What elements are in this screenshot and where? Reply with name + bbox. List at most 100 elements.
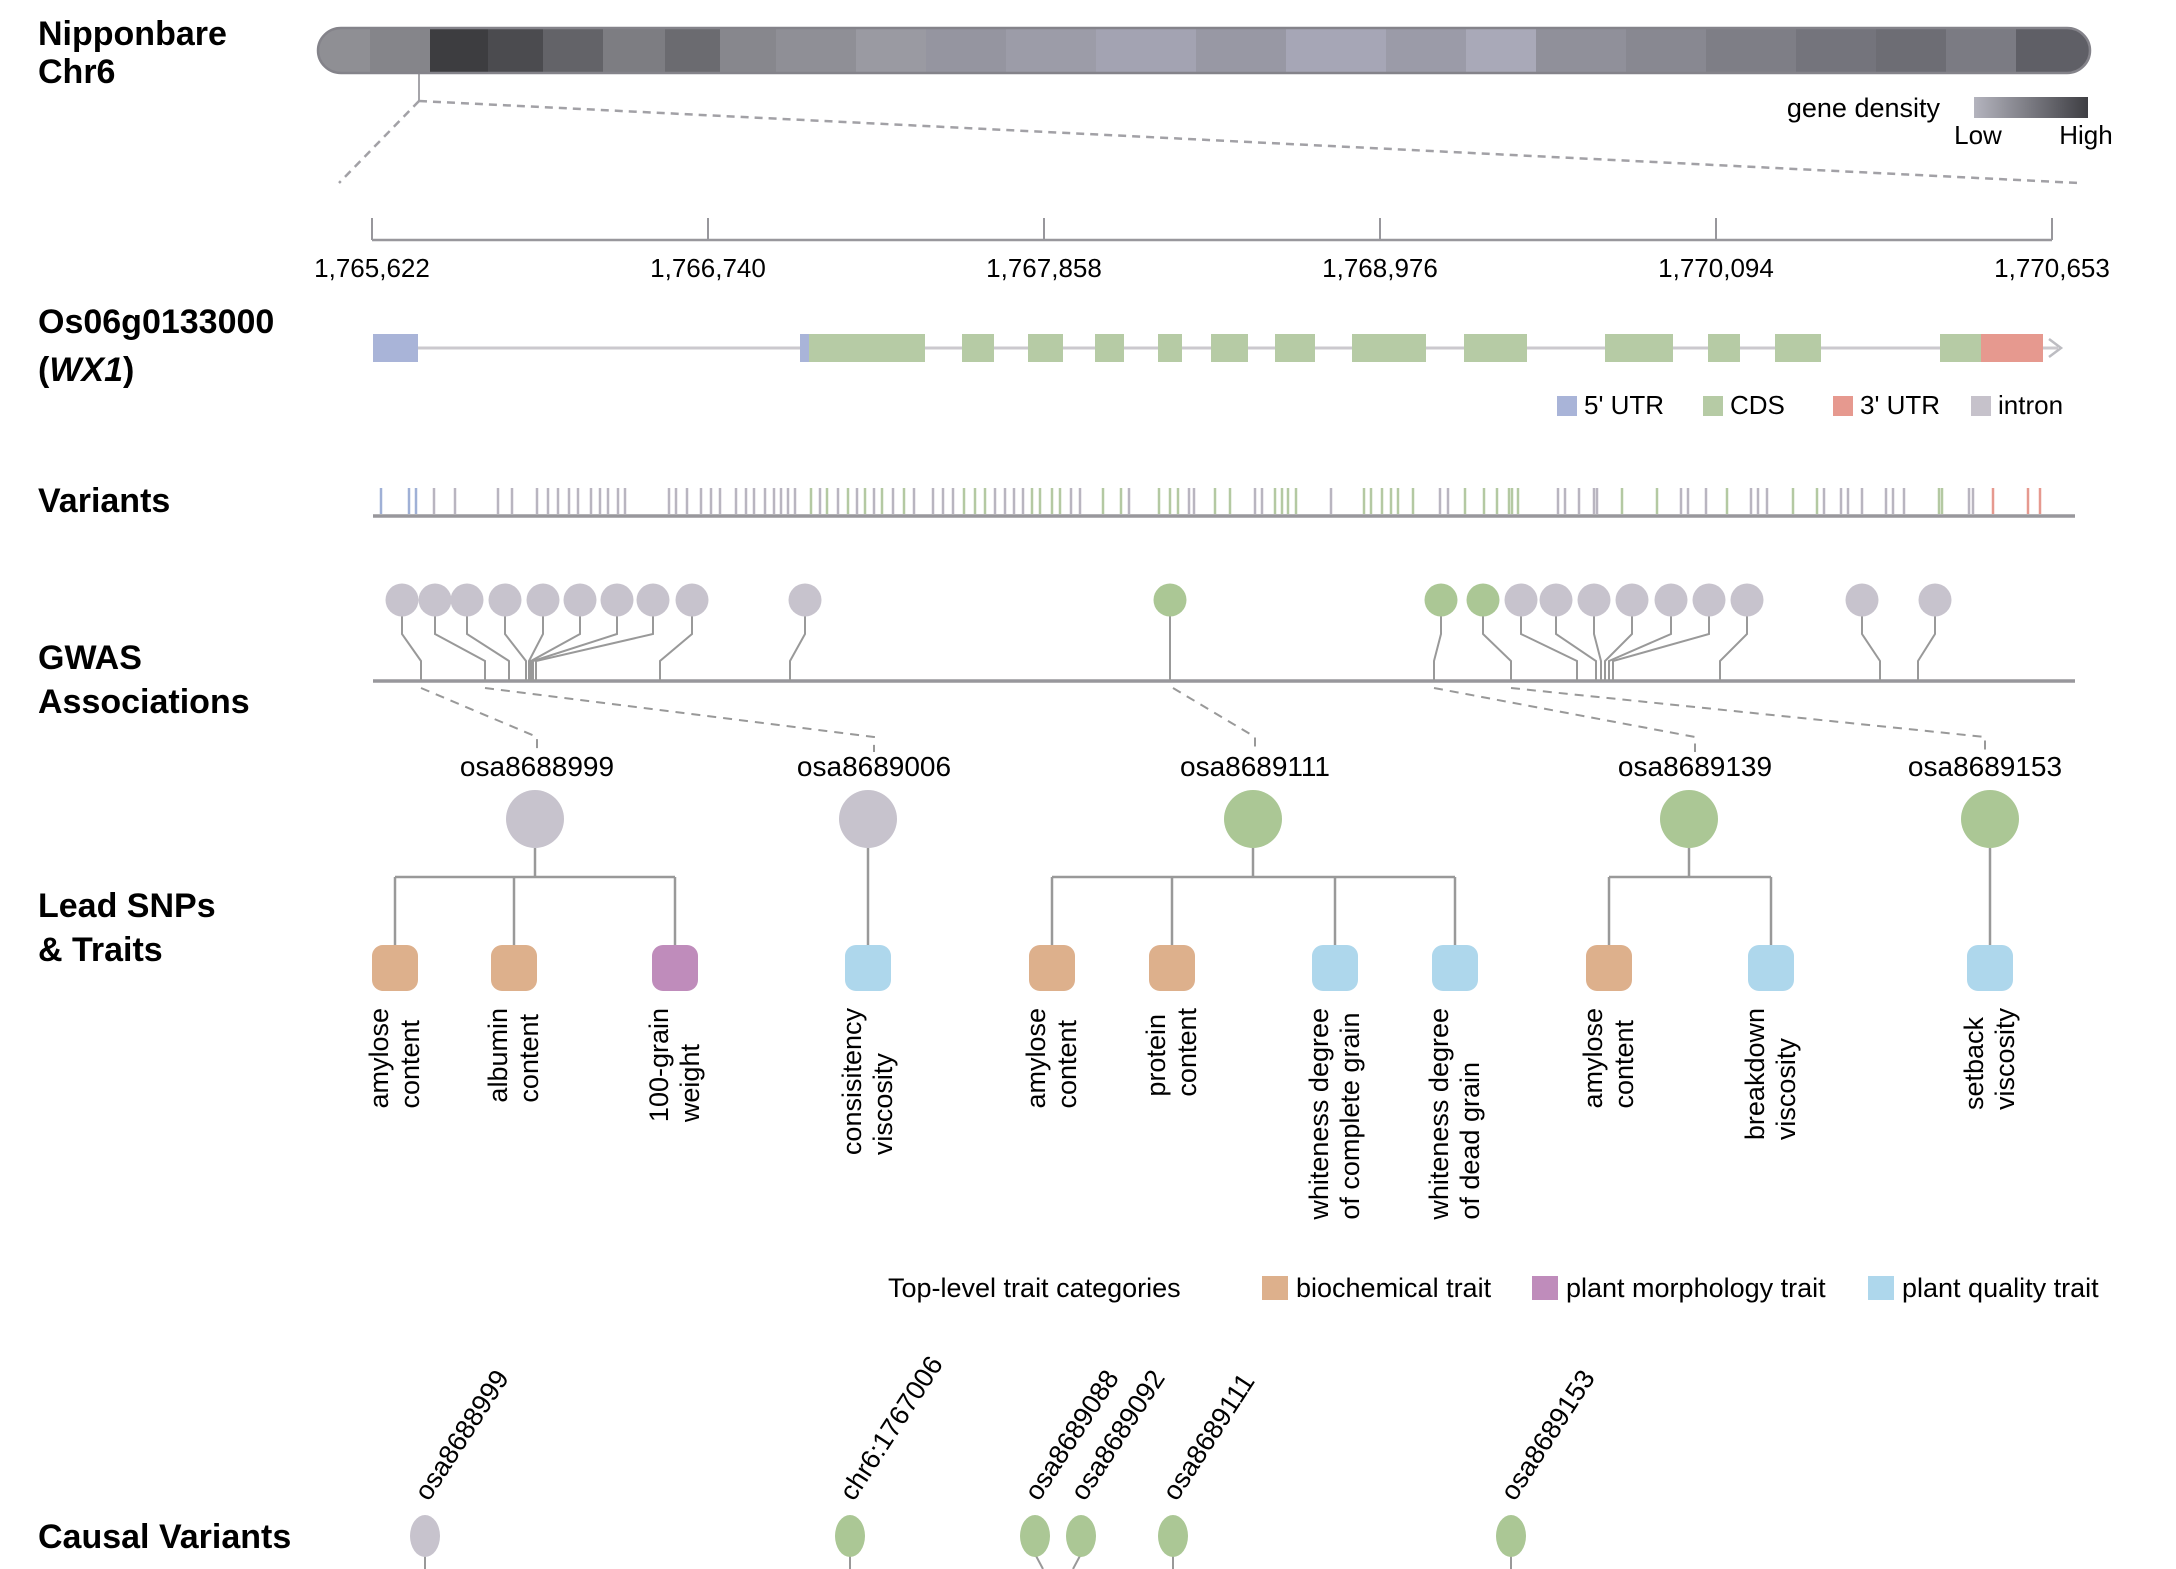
- chromosome-density-segment: [1286, 28, 1386, 73]
- gene-legend-label: CDS: [1730, 390, 1785, 420]
- gwas-lollipop-stem: [466, 616, 510, 681]
- gwas-snp-circle: [1654, 583, 1688, 617]
- lead-snp-id-label: osa8689006: [797, 751, 951, 782]
- gene-legend-swatch-cds: [1703, 396, 1723, 416]
- gene-density-low-label: Low: [1954, 120, 2002, 150]
- chromosome-density-segment: [1006, 28, 1096, 73]
- trait-label: protein content: [1141, 1008, 1202, 1097]
- variants-track-label: Variants: [38, 482, 171, 520]
- trait-box-qual: [1967, 945, 2013, 991]
- lead-snp-circle: [1660, 790, 1718, 848]
- lead-snp-id-label: osa8688999: [460, 751, 614, 782]
- trait-legend-label: plant morphology trait: [1566, 1273, 1826, 1303]
- trait-label: amylose content: [364, 1008, 425, 1109]
- trait-legend-label: plant quality trait: [1902, 1273, 2099, 1303]
- ruler-tick-label: 1,765,622: [314, 253, 430, 283]
- gene-exon-cds: [809, 334, 925, 362]
- gwas-snp-circle: [1577, 583, 1611, 617]
- trait-label: breakdown viscosity: [1740, 1008, 1801, 1141]
- gene-exon-cds: [1275, 334, 1315, 362]
- lead-snp-id-label: osa8689153: [1908, 751, 2062, 782]
- gene-exon-cds: [1352, 334, 1426, 362]
- causal-variant-circle: [1158, 1515, 1188, 1557]
- gwas-snp-circle: [600, 583, 634, 617]
- gene-exon-cds: [1028, 334, 1063, 362]
- causal-variant-circle: [1066, 1515, 1096, 1557]
- gwas-snp-circle: [788, 583, 822, 617]
- lead-snp-circle: [839, 790, 897, 848]
- gwas-lollipop-stem: [1555, 616, 1597, 681]
- chromosome-density-segment: [1196, 28, 1286, 73]
- gwas-lollipop-stem: [1719, 616, 1748, 681]
- gene-exon-cds: [1940, 334, 1981, 362]
- leads-track-label-line1: Lead SNPs: [38, 887, 216, 925]
- trait-label: whiteness degree of complete grain: [1304, 1008, 1365, 1220]
- lead-snp-id-label: osa8689111: [1180, 751, 1330, 782]
- gwas-snp-circle: [1918, 583, 1952, 617]
- gene-legend-swatch-intron: [1971, 396, 1991, 416]
- chromosome-density-segment: [856, 28, 926, 73]
- trait-box-bio: [491, 945, 537, 991]
- lead-snp-circle: [1961, 790, 2019, 848]
- gwas-snp-circle: [488, 583, 522, 617]
- trait-box-bio: [372, 945, 418, 991]
- gwas-snp-circle: [563, 583, 597, 617]
- trait-label: albumin content: [483, 1008, 544, 1103]
- chromosome-density-segment: [720, 28, 776, 73]
- causal-variant-circle: [1496, 1515, 1526, 1557]
- gene-legend-swatch-u5: [1557, 396, 1577, 416]
- lead-snp-leader: [420, 687, 538, 752]
- gwas-snp-circle: [1466, 583, 1500, 617]
- chromosome-density-segment: [665, 28, 720, 73]
- chromosome-density-segment: [603, 28, 665, 73]
- gene-density-high-label: High: [2059, 120, 2113, 150]
- gwas-lollipop-stem: [532, 616, 618, 681]
- gwas-snp-circle: [1692, 583, 1726, 617]
- trait-box-bio: [1029, 945, 1075, 991]
- gwas-snp-circle: [636, 583, 670, 617]
- trait-legend-title: Top-level trait categories: [888, 1273, 1181, 1303]
- chromosome-title-line1: Nipponbare: [38, 15, 227, 53]
- chromosome-density-segment: [1536, 28, 1626, 73]
- chromosome-density-segment: [430, 28, 488, 73]
- trait-label: amylose content: [1578, 1008, 1639, 1109]
- gwas-lollipop-stem: [1604, 616, 1633, 681]
- gwas-lollipop-stem: [401, 616, 422, 681]
- gene-exon-u5: [373, 334, 418, 362]
- chromosome-density-segment: [1466, 28, 1536, 73]
- gene-exon-cds: [1158, 334, 1182, 362]
- gwas-lollipop-stem: [528, 616, 544, 681]
- gene-exon-cds: [1708, 334, 1740, 362]
- gwas-lollipop-stem: [1861, 616, 1881, 681]
- lead-snp-leader: [484, 687, 875, 752]
- lead-snp-leader: [1433, 687, 1696, 752]
- trait-box-qual: [1312, 945, 1358, 991]
- gwas-lollipop-stem: [789, 616, 806, 681]
- lead-snp-circle: [506, 790, 564, 848]
- gwas-lollipop-stem: [530, 616, 581, 681]
- ruler-tick-label: 1,767,858: [986, 253, 1102, 283]
- chromosome-density-segment: [543, 28, 603, 73]
- gene-strand-arrow-icon: [2048, 338, 2064, 358]
- gwas-lollipop-stem: [535, 616, 654, 681]
- gwas-snp-circle: [418, 583, 452, 617]
- ruler-tick-label: 1,768,976: [1322, 253, 1438, 283]
- lead-snp-id-label: osa8689139: [1618, 751, 1772, 782]
- gene-exon-cds: [1775, 334, 1821, 362]
- gene-exon-cds: [962, 334, 994, 362]
- trait-label: setback viscosity: [1959, 1008, 2020, 1111]
- causal-variant-circle: [1020, 1515, 1050, 1557]
- trait-box-bio: [1586, 945, 1632, 991]
- chromosome-outline: [316, 26, 2092, 75]
- causal-variant-circle: [410, 1515, 440, 1557]
- trait-label: 100-grain weight: [644, 1008, 705, 1123]
- gwas-lollipop-stem: [504, 616, 527, 681]
- gwas-snp-circle: [385, 583, 419, 617]
- gwas-track-label-line1: GWAS: [38, 639, 142, 677]
- gene-legend-label: 5' UTR: [1584, 390, 1664, 420]
- chromosome-title-line2: Chr6: [38, 53, 116, 91]
- gwas-lollipop-stem: [659, 616, 693, 681]
- gwas-snp-circle: [1504, 583, 1538, 617]
- chromosome-density-segment: [1796, 28, 1876, 73]
